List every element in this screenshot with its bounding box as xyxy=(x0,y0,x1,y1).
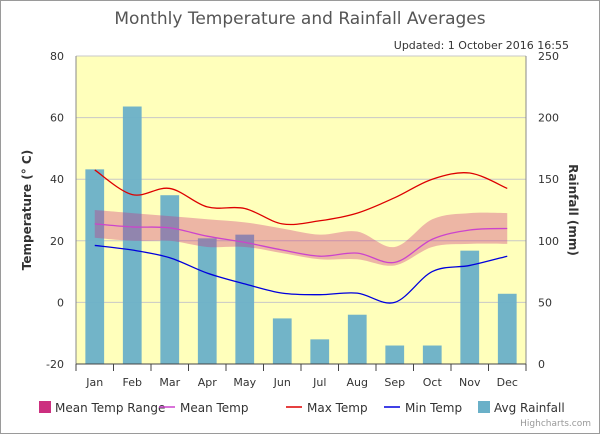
x-tick-label: Nov xyxy=(459,376,481,389)
x-tick-label: Apr xyxy=(198,376,218,389)
y-right-tick-label: 0 xyxy=(538,358,545,371)
rainfall-bar xyxy=(310,339,330,364)
y-left-axis-title: Temperature (° C) xyxy=(20,150,34,270)
chart-title: Monthly Temperature and Rainfall Average… xyxy=(114,9,486,29)
legend-label: Mean Temp xyxy=(180,401,249,415)
rainfall-bar xyxy=(460,250,480,364)
x-tick-label: Oct xyxy=(423,376,443,389)
max-temp-line xyxy=(94,169,508,226)
mean-temp-line xyxy=(94,223,508,264)
legend-item[interactable]: Min Temp xyxy=(384,401,462,415)
y-right-tick-label: 200 xyxy=(538,112,559,125)
min-temp-line xyxy=(94,244,508,304)
plot-background xyxy=(76,56,526,364)
rainfall-bar xyxy=(272,318,292,364)
y-left-tick-label: 20 xyxy=(50,235,64,248)
x-tick-label: Mar xyxy=(159,376,180,389)
rainfall-bar xyxy=(422,345,442,364)
rainfall-bar xyxy=(385,345,405,364)
legend-symbol xyxy=(39,401,51,413)
rainfall-bar xyxy=(235,234,255,364)
x-tick-label: Jul xyxy=(312,376,326,389)
rainfall-bar xyxy=(197,238,217,364)
rainfall-bar xyxy=(160,195,180,364)
legend-label: Mean Temp Range xyxy=(55,401,165,415)
legend-symbol xyxy=(478,401,490,413)
y-right-tick-label: 250 xyxy=(538,50,559,63)
y-left-tick-label: 40 xyxy=(50,173,64,186)
y-left-tick-label: 0 xyxy=(57,296,64,309)
legend-item[interactable]: Mean Temp xyxy=(159,401,249,415)
y-right-tick-label: 50 xyxy=(538,296,552,309)
x-tick-label: May xyxy=(233,376,256,389)
credits-link[interactable]: Highcharts.com xyxy=(520,419,591,429)
y-left-tick-label: -20 xyxy=(46,358,64,371)
rainfall-bar xyxy=(122,106,142,365)
x-tick-label: Aug xyxy=(347,376,368,389)
rainfall-bar xyxy=(497,293,517,364)
legend-item[interactable]: Mean Temp Range xyxy=(39,401,165,415)
x-tick-label: Sep xyxy=(384,376,405,389)
legend-label: Max Temp xyxy=(307,401,368,415)
y-left-tick-label: 60 xyxy=(50,112,64,125)
y-right-tick-label: 150 xyxy=(538,173,559,186)
y-right-axis-title: Rainfall (mm) xyxy=(566,164,580,256)
legend-label: Min Temp xyxy=(405,401,462,415)
rainfall-bar xyxy=(347,314,367,364)
x-tick-label: Feb xyxy=(123,376,142,389)
legend-item[interactable]: Max Temp xyxy=(286,401,368,415)
legend-item[interactable]: Avg Rainfall xyxy=(478,401,565,415)
rainfall-bars xyxy=(85,106,517,365)
x-tick-label: Jun xyxy=(273,376,291,389)
x-tick-label: Jan xyxy=(85,376,103,389)
y-right-tick-label: 100 xyxy=(538,235,559,248)
x-tick-label: Dec xyxy=(497,376,518,389)
legend-label: Avg Rainfall xyxy=(494,401,565,415)
mean-temp-range-area xyxy=(94,210,508,266)
rainfall-bar xyxy=(85,169,105,364)
chart-subtitle: Updated: 1 October 2016 16:55 xyxy=(393,39,569,52)
y-left-tick-label: 80 xyxy=(50,50,64,63)
